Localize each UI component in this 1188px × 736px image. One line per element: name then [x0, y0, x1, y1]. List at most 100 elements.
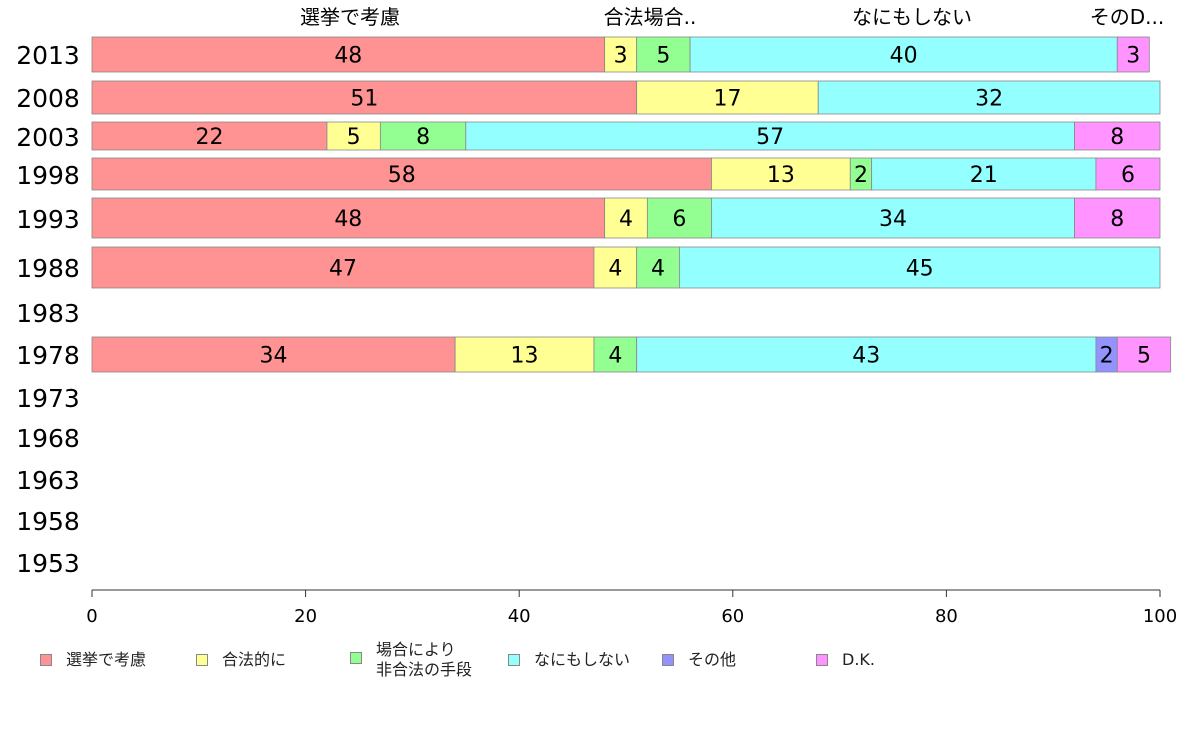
data-label: 45	[906, 257, 934, 282]
data-label: 34	[260, 344, 288, 369]
x-tick-label: 0	[86, 606, 97, 627]
y-tick-label: 1963	[16, 466, 80, 495]
bar-segment	[604, 197, 648, 239]
data-label: 4	[608, 257, 622, 282]
bar-segment	[689, 36, 1118, 73]
bar-segment	[91, 157, 712, 191]
data-label: 17	[713, 87, 741, 112]
legend-label: なにもしない	[534, 650, 631, 669]
legend-label: 場合により 非合法の手段	[376, 640, 473, 679]
legend-label: 選挙で考慮	[66, 650, 147, 669]
bar-segment	[91, 121, 328, 151]
data-label: 58	[388, 163, 416, 188]
data-label: 8	[416, 125, 430, 150]
legend-swatch	[662, 654, 674, 666]
y-tick-label: 2003	[16, 123, 80, 152]
x-tick-label: 40	[508, 606, 531, 627]
legend-item: 場合により 非合法の手段	[350, 640, 472, 680]
y-tick-label: 1978	[16, 341, 80, 370]
bar-segment	[711, 197, 1075, 239]
data-label: 13	[767, 163, 795, 188]
data-label: 2	[854, 163, 868, 188]
legend-label: その他	[688, 650, 737, 669]
legend-item: 選挙で考慮	[40, 650, 146, 670]
legend-swatch	[350, 652, 362, 664]
data-label: 34	[879, 207, 907, 232]
data-label: 48	[334, 44, 362, 69]
y-tick-label: 1993	[16, 205, 80, 234]
data-label: 5	[656, 44, 670, 69]
data-label: 43	[852, 344, 880, 369]
data-label: 57	[756, 125, 784, 150]
data-label: 3	[614, 44, 628, 69]
bar-segment	[593, 246, 638, 289]
data-label: 48	[334, 207, 362, 232]
data-label: 47	[329, 257, 357, 282]
data-label: 2	[1100, 344, 1114, 369]
legend-item: D.K.	[816, 650, 875, 670]
legend-swatch	[816, 654, 828, 666]
bar-segment	[1116, 36, 1150, 73]
data-label: 5	[347, 125, 361, 150]
x-tick-label: 100	[1143, 606, 1177, 627]
bar-segment	[679, 246, 1161, 289]
data-label: 6	[1121, 163, 1135, 188]
bar-segment	[646, 197, 712, 239]
top-label: 合法場合..	[604, 5, 697, 29]
x-tick-label: 60	[721, 606, 744, 627]
bar-segment	[1095, 157, 1161, 191]
legend-item: なにもしない	[508, 650, 630, 670]
bar-segment	[636, 80, 819, 115]
bar-segment	[636, 336, 1097, 373]
y-tick-label: 1988	[16, 254, 80, 283]
bar-segment	[465, 121, 1075, 151]
bar-segment	[1116, 336, 1172, 373]
data-label: 51	[350, 87, 378, 112]
data-label: 4	[608, 344, 622, 369]
y-tick-label: 1958	[16, 507, 80, 536]
y-tick-label: 1998	[16, 161, 80, 190]
bar-segment	[91, 36, 606, 73]
bar-segment	[636, 246, 680, 289]
y-tick-label: 2008	[16, 84, 80, 113]
legend-item: その他	[662, 650, 736, 670]
data-label: 32	[975, 87, 1003, 112]
data-label: 6	[672, 207, 686, 232]
data-label: 5	[1137, 344, 1151, 369]
data-label: 3	[1126, 44, 1140, 69]
top-label: そのD...	[1090, 5, 1164, 29]
bar-segment	[91, 80, 638, 115]
data-label: 40	[890, 44, 918, 69]
top-label: 選挙で考慮	[300, 5, 400, 29]
legend-label: D.K.	[842, 650, 875, 669]
legend-label: 合法的に	[222, 650, 287, 669]
bar-segment	[1074, 121, 1161, 151]
data-label: 13	[511, 344, 539, 369]
bar-segment	[91, 197, 606, 239]
y-tick-label: 1983	[16, 299, 80, 328]
data-label: 8	[1110, 125, 1124, 150]
bar-segment	[817, 80, 1161, 115]
bar-segment	[636, 36, 691, 73]
data-label: 4	[619, 207, 633, 232]
y-tick-label: 1953	[16, 549, 80, 578]
bar-segment	[91, 246, 595, 289]
legend-swatch	[196, 654, 208, 666]
data-label: 22	[195, 125, 223, 150]
bar-segment	[326, 121, 381, 151]
legend: 選挙で考慮 合法的に 場合により 非合法の手段 なにもしない その他 D.K.	[0, 640, 1188, 700]
y-tick-label: 1968	[16, 424, 80, 453]
bar-segment	[604, 36, 638, 73]
legend-swatch	[40, 654, 52, 666]
data-label: 8	[1110, 207, 1124, 232]
y-tick-label: 2013	[16, 41, 80, 70]
data-label: 21	[970, 163, 998, 188]
stacked-bar-chart: 選挙で考慮 合法場合.. なにもしない そのD...20132008200319981…	[16, 5, 1177, 627]
top-label: なにもしない	[852, 5, 972, 29]
y-tick-label: 1973	[16, 384, 80, 413]
bar-segment	[593, 336, 638, 373]
legend-swatch	[508, 654, 520, 666]
bar-segment	[1074, 197, 1161, 239]
x-tick-label: 80	[935, 606, 958, 627]
bar-segment	[871, 157, 1097, 191]
